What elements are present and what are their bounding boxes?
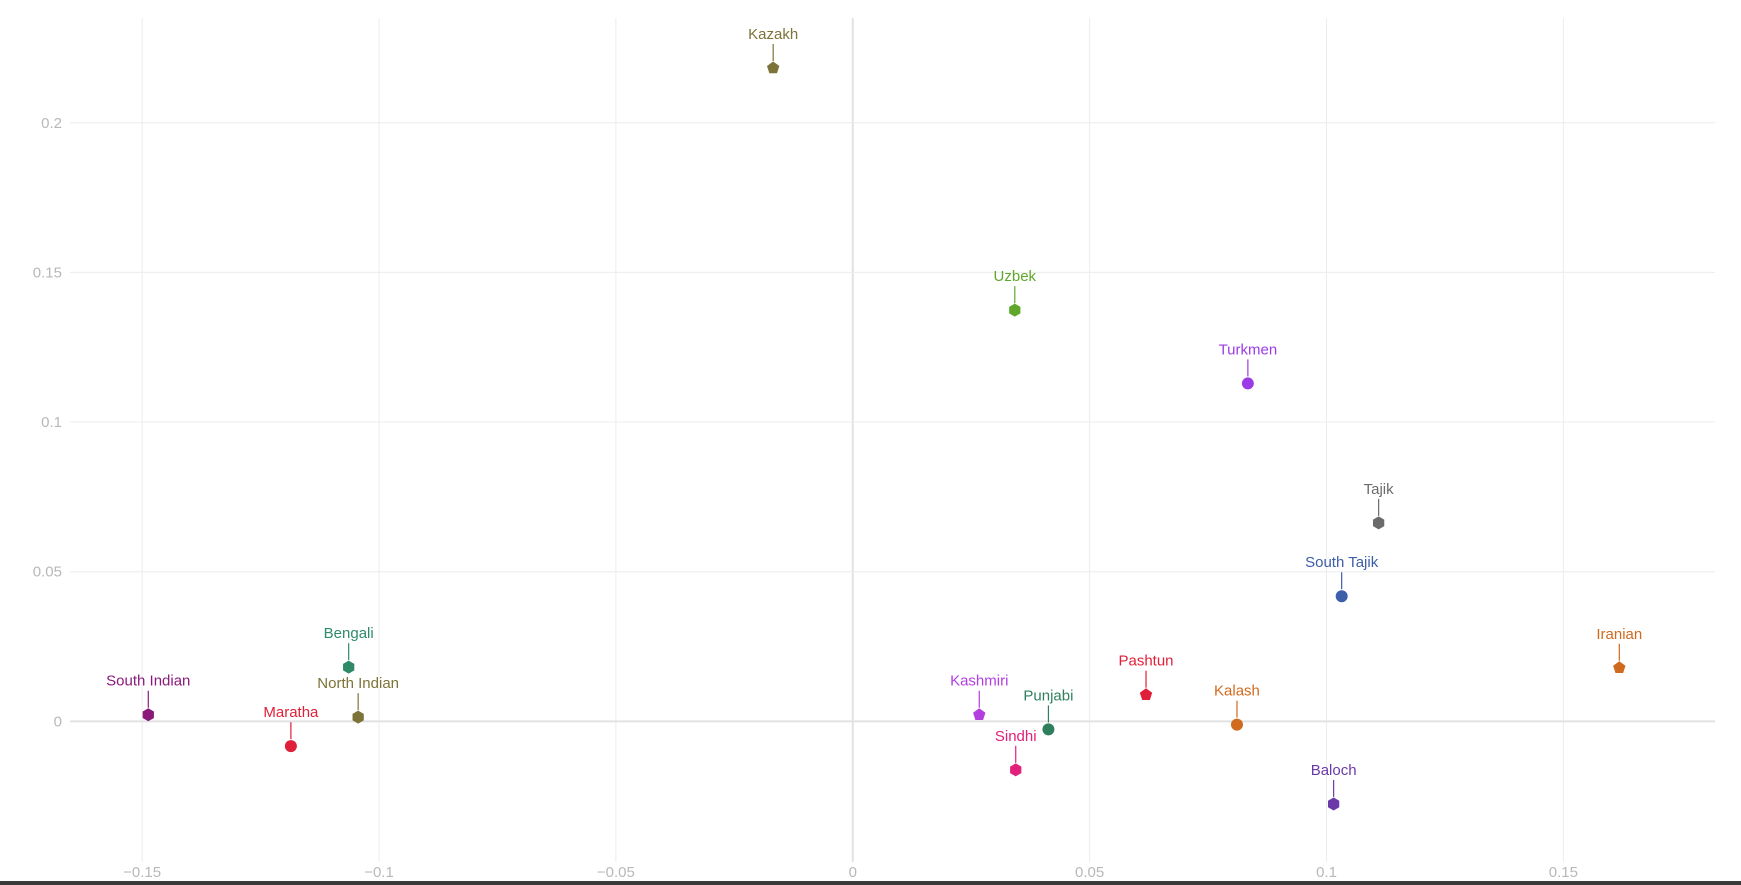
x-tick-label: 0.15	[1549, 864, 1578, 881]
data-point-uzbek[interactable]: Uzbek	[994, 268, 1037, 317]
data-point-sindhi[interactable]: Sindhi	[995, 728, 1037, 777]
data-point-kashmiri[interactable]: Kashmiri	[950, 673, 1008, 721]
window-bottom-edge	[0, 881, 1741, 885]
data-point-pashtun[interactable]: Pashtun	[1118, 653, 1174, 700]
x-tick-label: 0.05	[1075, 864, 1104, 881]
x-tick-label: 0	[849, 864, 857, 881]
x-tick-label: −0.1	[364, 864, 394, 881]
axis-tick-labels: −0.15 −0.1 −0.05 0 0.05 0.1 0.15 0 0.05 0.1 0.15 0.…	[33, 115, 1578, 881]
data-point-baloch[interactable]: Baloch	[1311, 762, 1357, 811]
point-label: North Indian	[317, 675, 399, 692]
point-marker	[1373, 516, 1385, 530]
data-point-north-indian[interactable]: North Indian	[317, 675, 399, 724]
point-marker	[1042, 723, 1055, 736]
x-tick-label: 0.1	[1316, 864, 1337, 881]
point-label: South Tajik	[1305, 554, 1379, 571]
point-marker	[1230, 718, 1243, 731]
point-label: Kalash	[1214, 683, 1260, 700]
point-label: Tajik	[1364, 481, 1395, 498]
x-tick-label: −0.05	[597, 864, 635, 881]
data-points: Kazakh Uzbek Turkmen Tajik South Tajik Irania…	[106, 26, 1642, 811]
data-point-iranian[interactable]: Iranian	[1596, 626, 1642, 674]
point-marker	[1139, 688, 1153, 700]
data-point-south-indian[interactable]: South Indian	[106, 673, 190, 722]
data-point-turkmen[interactable]: Turkmen	[1219, 341, 1278, 390]
y-tick-label: 0.15	[33, 264, 62, 281]
y-tick-label: 0.05	[33, 564, 62, 581]
data-point-kalash[interactable]: Kalash	[1214, 683, 1260, 731]
point-label: Sindhi	[995, 728, 1037, 745]
point-marker	[766, 61, 780, 74]
point-marker	[142, 708, 154, 722]
data-point-kazakh[interactable]: Kazakh	[748, 26, 798, 74]
point-label: Pashtun	[1118, 653, 1173, 670]
point-label: Iranian	[1596, 626, 1642, 643]
x-tick-label: −0.15	[123, 864, 161, 881]
point-marker	[343, 660, 355, 674]
data-point-punjabi[interactable]: Punjabi	[1023, 687, 1073, 736]
data-point-bengali[interactable]: Bengali	[324, 625, 374, 674]
point-label: Punjabi	[1023, 687, 1073, 704]
point-marker	[1613, 661, 1626, 674]
point-label: Baloch	[1311, 762, 1357, 779]
point-label: Uzbek	[994, 268, 1037, 285]
point-marker	[1009, 303, 1021, 317]
point-label: Kazakh	[748, 26, 798, 43]
y-tick-label: 0	[54, 713, 62, 730]
point-marker	[284, 740, 297, 753]
data-point-tajik[interactable]: Tajik	[1364, 481, 1395, 530]
data-point-maratha[interactable]: Maratha	[263, 704, 319, 753]
point-marker	[352, 710, 364, 724]
point-marker	[1241, 377, 1254, 390]
point-label: Turkmen	[1219, 341, 1278, 358]
grid-lines	[70, 18, 1715, 862]
point-label: Maratha	[263, 704, 319, 721]
point-label: South Indian	[106, 673, 190, 690]
y-tick-label: 0.2	[41, 115, 62, 132]
point-marker	[1328, 797, 1340, 811]
point-label: Bengali	[324, 625, 374, 642]
point-marker	[1335, 590, 1348, 603]
data-point-south-tajik[interactable]: South Tajik	[1305, 554, 1379, 603]
point-marker	[973, 708, 986, 721]
point-label: Kashmiri	[950, 673, 1008, 690]
y-tick-label: 0.1	[41, 414, 62, 431]
point-marker	[1010, 763, 1022, 777]
